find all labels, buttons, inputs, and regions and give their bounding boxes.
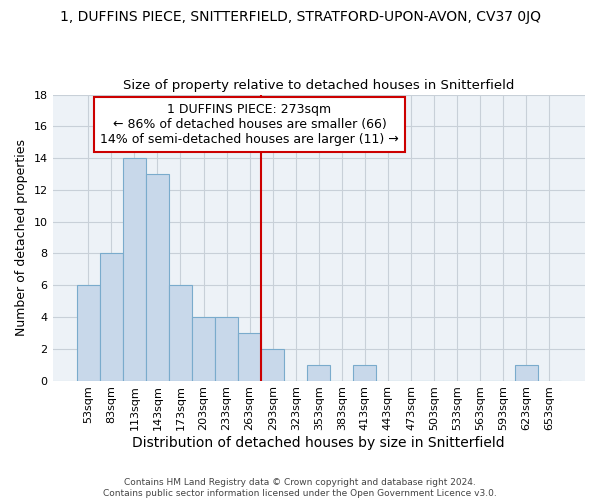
Bar: [77, 285, 100, 380]
Bar: [353, 364, 376, 380]
Bar: [123, 158, 146, 380]
Text: Contains HM Land Registry data © Crown copyright and database right 2024.
Contai: Contains HM Land Registry data © Crown c…: [103, 478, 497, 498]
Title: Size of property relative to detached houses in Snitterfield: Size of property relative to detached ho…: [123, 79, 514, 92]
Bar: [169, 285, 192, 380]
Bar: [215, 317, 238, 380]
Bar: [192, 317, 215, 380]
Bar: [515, 364, 538, 380]
Bar: [261, 349, 284, 380]
Bar: [100, 254, 123, 380]
Text: 1 DUFFINS PIECE: 273sqm
← 86% of detached houses are smaller (66)
14% of semi-de: 1 DUFFINS PIECE: 273sqm ← 86% of detache…: [100, 103, 399, 146]
X-axis label: Distribution of detached houses by size in Snitterfield: Distribution of detached houses by size …: [133, 436, 505, 450]
Y-axis label: Number of detached properties: Number of detached properties: [15, 139, 28, 336]
Bar: [238, 333, 261, 380]
Bar: [307, 364, 330, 380]
Text: 1, DUFFINS PIECE, SNITTERFIELD, STRATFORD-UPON-AVON, CV37 0JQ: 1, DUFFINS PIECE, SNITTERFIELD, STRATFOR…: [59, 10, 541, 24]
Bar: [146, 174, 169, 380]
